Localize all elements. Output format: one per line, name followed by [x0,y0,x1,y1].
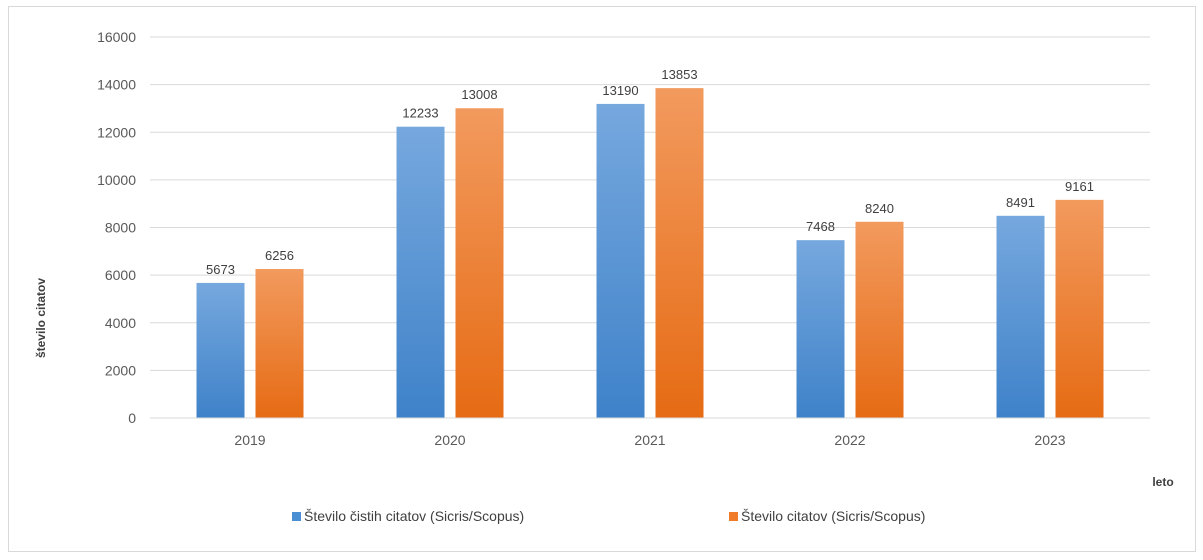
bar-2021-series-1 [596,103,645,419]
data-label: 8491 [1006,195,1035,210]
y-tick-label: 2000 [105,362,136,378]
data-label: 13853 [661,67,697,82]
data-label: 8240 [865,201,894,216]
data-label: 13008 [461,87,497,102]
y-tick-label: 12000 [97,124,136,140]
y-tick-label: 6000 [105,267,136,283]
legend-swatch-series-1 [292,512,301,521]
y-tick-label: 0 [128,410,136,426]
y-axis-title: število citatov [34,278,48,358]
data-label: 7468 [806,219,835,234]
x-tick-label: 2023 [1034,432,1065,448]
bar-2020-series-2 [455,108,504,418]
data-label: 6256 [265,248,294,263]
y-tick-label: 8000 [105,220,136,236]
bar-2022-series-1 [796,240,845,418]
data-label: 12233 [402,106,438,121]
legend: Število čistih citatov (Sicris/Scopus) Š… [292,508,925,524]
x-tick-label: 2022 [834,432,865,448]
x-axis-ticks: 2019 2020 2021 2022 2023 [234,432,1065,448]
y-tick-label: 14000 [97,77,136,93]
bar-2020-series-1 [396,126,445,418]
gridlines [150,36,1150,371]
bar-2021-series-2 [655,88,704,419]
bar-2022-series-2 [855,221,904,418]
bar-2019-series-2 [255,269,304,418]
legend-swatch-series-2 [729,512,738,521]
data-labels: 5673 6256 12233 13008 13190 13853 7468 8240 8491… [206,67,1094,277]
y-tick-label: 16000 [97,29,136,45]
bar-2019-series-1 [196,282,245,418]
data-label: 13190 [602,83,638,98]
bar-2023-series-2 [1055,199,1104,418]
x-axis-title: leto [1152,475,1173,489]
y-axis-ticks: 0 2000 4000 6000 8000 10000 12000 14000 16000 [97,29,136,426]
bars [196,88,1104,419]
data-label: 9161 [1065,179,1094,194]
legend-label-series-2: Število citatov (Sicris/Scopus) [741,508,925,524]
x-tick-label: 2019 [234,432,265,448]
y-tick-label: 10000 [97,172,136,188]
bar-2023-series-1 [996,215,1045,418]
legend-label-series-1: Število čistih citatov (Sicris/Scopus) [304,508,524,524]
x-tick-label: 2021 [634,432,665,448]
x-tick-label: 2020 [434,432,465,448]
y-tick-label: 4000 [105,315,136,331]
data-label: 5673 [206,262,235,277]
